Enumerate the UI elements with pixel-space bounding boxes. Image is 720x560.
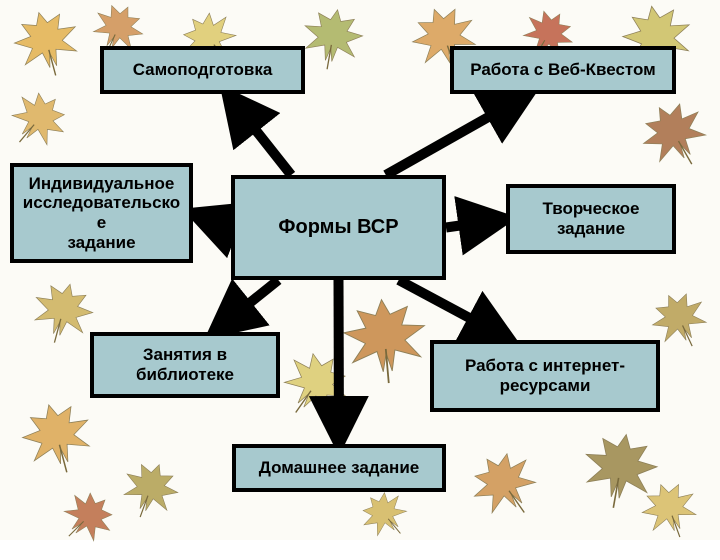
boxes-layer: Формы ВСР Самоподготовка Работа с Веб-Квес… — [0, 0, 720, 540]
node-label: Домашнее задание — [259, 458, 419, 478]
node-n4: Творческое задание — [506, 184, 676, 254]
node-label: Самоподготовка — [133, 60, 273, 80]
node-label: Индивидуальное исследовательско е задани… — [23, 174, 180, 252]
center-node: Формы ВСР — [231, 175, 446, 280]
node-n5: Занятия в библиотеке — [90, 332, 280, 398]
node-label: Занятия в библиотеке — [136, 345, 234, 384]
node-label: Работа с Веб-Квестом — [470, 60, 656, 80]
node-n6: Работа с интернет- ресурсами — [430, 340, 660, 412]
node-label: Формы ВСР — [278, 216, 398, 239]
node-label: Творческое задание — [543, 199, 640, 238]
node-n1: Самоподготовка — [100, 46, 305, 94]
diagram-stage: Формы ВСР Самоподготовка Работа с Веб-Квес… — [0, 0, 720, 540]
node-n7: Домашнее задание — [232, 444, 446, 492]
node-label: Работа с интернет- ресурсами — [465, 356, 625, 395]
node-n2: Работа с Веб-Квестом — [450, 46, 676, 94]
node-n3: Индивидуальное исследовательско е задани… — [10, 163, 193, 263]
